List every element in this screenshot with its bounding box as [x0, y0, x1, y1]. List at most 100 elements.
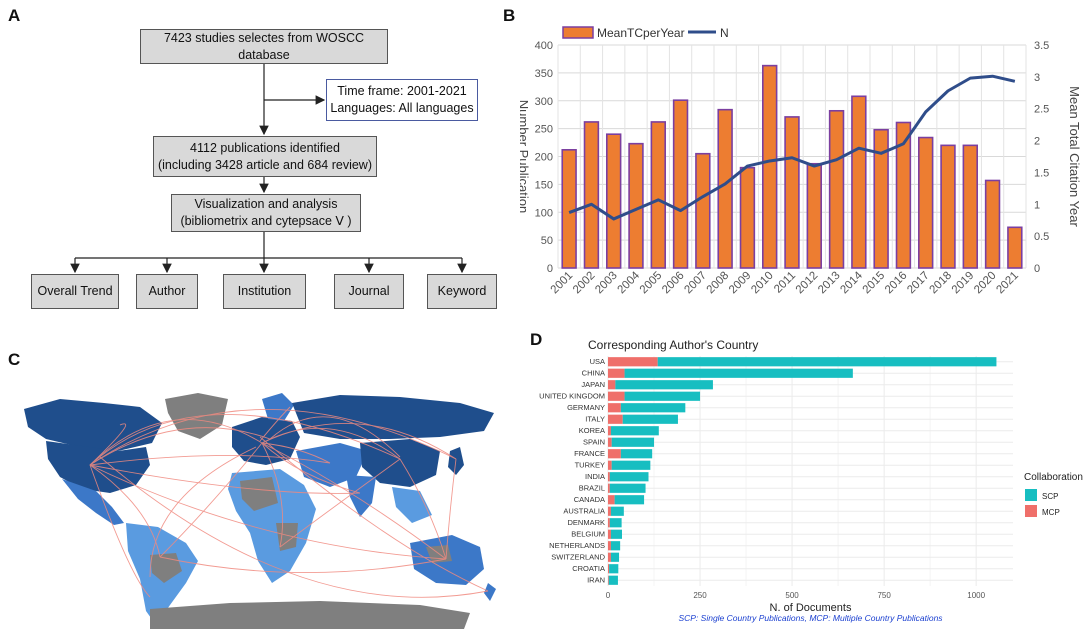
y-tick-right: 2 [1034, 136, 1040, 148]
bar-2012 [806, 162, 822, 269]
chart-d-x-label: N. of Documents [770, 602, 852, 614]
flow-leaf-keyword: Keyword [427, 274, 497, 309]
legend-label-line: N [720, 26, 729, 40]
x-tick: 750 [877, 591, 891, 600]
y-tick-left: 400 [535, 40, 553, 52]
y-tick-left: 250 [535, 124, 553, 136]
bar-mcp-netherlands [608, 541, 611, 551]
bar-scp-united-kingdom [624, 391, 701, 401]
chart-d-x-ticks: 0 250 500 750 1000 [606, 591, 986, 600]
x-tick-2016: 2016 [883, 270, 910, 297]
bar-mcp-germany [608, 403, 621, 413]
map-region-china [360, 439, 440, 487]
bar-mcp-italy [608, 414, 623, 424]
y-tick-left: 350 [535, 68, 553, 80]
map-link [399, 458, 447, 560]
map-region-new-zealand [484, 583, 496, 601]
bar-mcp-belgium [608, 529, 611, 539]
y-axis-label-right: Mean Total Citation Year [1067, 86, 1080, 227]
country-chart: Corresponding Author's Country USA CHINA J… [539, 338, 1083, 623]
flow-leaf-institution: Institution [223, 274, 306, 309]
y-tick-right: 2.5 [1034, 104, 1049, 116]
bar-2016 [895, 121, 912, 269]
country-label: UNITED KINGDOM [539, 392, 605, 401]
bar-scp-france [620, 449, 653, 459]
bar-2010 [762, 64, 778, 269]
map-land [24, 393, 496, 629]
x-tick-2010: 2010 [749, 270, 776, 297]
map-link [99, 456, 489, 598]
bar-2019 [962, 144, 978, 269]
y-tick-left: 50 [541, 235, 553, 247]
map-link [259, 406, 291, 442]
visualization-line1: Visualization and analysis [194, 197, 338, 212]
x-tick: 0 [606, 591, 611, 600]
panel-label-d: D [530, 330, 543, 349]
map-link [445, 458, 457, 560]
bar-mcp-china [608, 368, 625, 378]
country-label: BELGIUM [571, 530, 605, 539]
bar-scp-germany [620, 403, 686, 413]
legend-swatch-scp [1025, 489, 1037, 501]
bar-2014 [851, 95, 867, 269]
y-tick-left: 100 [535, 207, 553, 219]
x-tick-2006: 2006 [660, 270, 687, 297]
bar-2015 [873, 128, 889, 269]
x-tick-2005: 2005 [638, 270, 665, 297]
chart-d-footnote: SCP: Single Country Publications, MCP: M… [678, 613, 943, 623]
map-link [269, 416, 401, 458]
x-tick-2020: 2020 [972, 270, 999, 297]
map-link [89, 464, 151, 598]
x-tick-2013: 2013 [816, 270, 843, 297]
map-region-scandinavia [262, 393, 294, 421]
y-tick-right: 0.5 [1034, 231, 1049, 243]
map-link [89, 427, 271, 466]
criteria-languages: Languages: All languages [330, 101, 474, 115]
map-link [159, 442, 263, 558]
bar-scp-netherlands [610, 541, 621, 551]
map-link [89, 414, 401, 466]
y-tick-right: 0 [1034, 263, 1040, 275]
y-tick-right: 3 [1034, 72, 1040, 84]
bar-scp-belgium [610, 529, 622, 539]
country-label: GERMANY [567, 403, 605, 412]
map-link [261, 423, 457, 460]
legend-label-mcp: MCP [1042, 508, 1060, 517]
country-label: CROATIA [572, 564, 605, 573]
country-label: JAPAN [581, 380, 605, 389]
flow-box-publications: 4112 publications identified (including … [153, 136, 377, 177]
country-label: ITALY [585, 415, 605, 424]
x-tick-2019: 2019 [950, 270, 977, 297]
map-link [261, 442, 284, 548]
country-label: NETHERLANDS [549, 541, 605, 550]
map-link [279, 458, 401, 548]
map-region-se-asia [392, 487, 432, 523]
panel-label-c: C [8, 350, 21, 369]
flow-leaf-label: Overall Trend [37, 284, 113, 299]
x-tick-2007: 2007 [682, 270, 709, 297]
x-tick-2008: 2008 [705, 270, 732, 297]
bar-2007 [695, 152, 711, 269]
map-link [159, 556, 447, 573]
map-region-usa [46, 441, 150, 493]
flow-leaf-label: Journal [348, 284, 390, 299]
chart-d-country-labels: USA CHINA JAPAN UNITED KINGDOM GERMANY ITALY K… [539, 357, 605, 585]
bar-scp-china [624, 368, 853, 378]
country-label: SWITZERLAND [551, 553, 605, 562]
bar-mcp-canada [608, 495, 615, 505]
y-tick-left: 150 [535, 179, 553, 191]
country-label: BRAZIL [579, 484, 605, 493]
country-label: KOREA [579, 426, 605, 435]
country-label: SPAIN [583, 438, 605, 447]
bar-scp-croatia [609, 564, 619, 574]
country-label: CANADA [574, 495, 605, 504]
bar-mcp-turkey [608, 460, 612, 470]
bar-2009 [739, 166, 756, 269]
map-region-canada [24, 399, 162, 451]
bar-mcp-australia [608, 506, 611, 516]
bar-scp-brazil [609, 483, 646, 493]
x-tick-2021: 2021 [994, 270, 1021, 297]
bar-2013 [828, 109, 845, 269]
flow-leaf-author: Author [136, 274, 198, 309]
flow-box-visualization: Visualization and analysis (bibliometrix… [171, 194, 361, 232]
